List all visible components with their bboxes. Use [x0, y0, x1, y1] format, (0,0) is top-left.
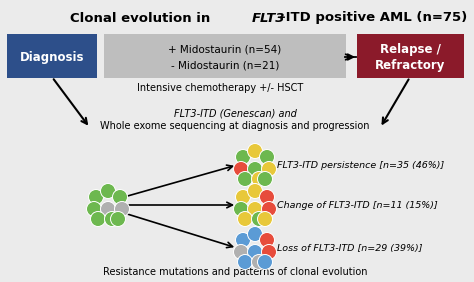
Circle shape — [262, 244, 276, 259]
Circle shape — [259, 149, 274, 164]
Circle shape — [247, 162, 263, 177]
FancyBboxPatch shape — [7, 34, 97, 78]
Circle shape — [252, 171, 266, 186]
Circle shape — [100, 202, 116, 217]
Circle shape — [252, 212, 266, 226]
Circle shape — [112, 190, 128, 204]
Circle shape — [236, 149, 250, 164]
Circle shape — [247, 144, 263, 158]
Circle shape — [236, 232, 250, 248]
Circle shape — [115, 202, 129, 217]
Circle shape — [236, 190, 250, 204]
Text: FLT3-ITD persistence [n=35 (46%)]: FLT3-ITD persistence [n=35 (46%)] — [277, 160, 444, 169]
Text: FLT3-ITD (Genescan) and: FLT3-ITD (Genescan) and — [173, 108, 296, 118]
Text: + Midostaurin (n=54): + Midostaurin (n=54) — [168, 45, 282, 55]
Text: - Midostaurin (n=21): - Midostaurin (n=21) — [171, 60, 279, 70]
Circle shape — [91, 212, 106, 226]
Circle shape — [100, 184, 116, 199]
Circle shape — [259, 190, 274, 204]
Text: Resistance mutations and patterns of clonal evolution: Resistance mutations and patterns of clo… — [103, 267, 367, 277]
Circle shape — [257, 171, 273, 186]
FancyBboxPatch shape — [357, 34, 464, 78]
Circle shape — [247, 244, 263, 259]
Text: Clonal evolution in: Clonal evolution in — [70, 12, 215, 25]
Circle shape — [237, 212, 253, 226]
Text: Change of FLT3-ITD [n=11 (15%)]: Change of FLT3-ITD [n=11 (15%)] — [277, 201, 438, 210]
Text: Diagnosis: Diagnosis — [20, 50, 84, 63]
Circle shape — [252, 254, 266, 270]
Circle shape — [104, 212, 119, 226]
Circle shape — [257, 254, 273, 270]
Circle shape — [237, 171, 253, 186]
Circle shape — [86, 202, 101, 217]
Circle shape — [262, 162, 276, 177]
Circle shape — [257, 212, 273, 226]
Circle shape — [247, 202, 263, 217]
Circle shape — [234, 162, 248, 177]
Text: Refractory: Refractory — [375, 58, 445, 72]
Text: Loss of FLT3-ITD [n=29 (39%)]: Loss of FLT3-ITD [n=29 (39%)] — [277, 243, 422, 252]
Text: Relapse /: Relapse / — [380, 43, 440, 56]
Circle shape — [237, 254, 253, 270]
Text: FLT3: FLT3 — [252, 12, 285, 25]
Circle shape — [262, 202, 276, 217]
Circle shape — [259, 232, 274, 248]
Text: -ITD positive AML (n=75): -ITD positive AML (n=75) — [280, 12, 467, 25]
Circle shape — [234, 202, 248, 217]
Circle shape — [247, 226, 263, 241]
FancyBboxPatch shape — [104, 34, 346, 78]
Circle shape — [89, 190, 103, 204]
Circle shape — [110, 212, 126, 226]
Circle shape — [247, 184, 263, 199]
Circle shape — [234, 244, 248, 259]
Text: Intensive chemotherapy +/- HSCT: Intensive chemotherapy +/- HSCT — [137, 83, 303, 93]
Text: Whole exome sequencing at diagnosis and progression: Whole exome sequencing at diagnosis and … — [100, 121, 370, 131]
